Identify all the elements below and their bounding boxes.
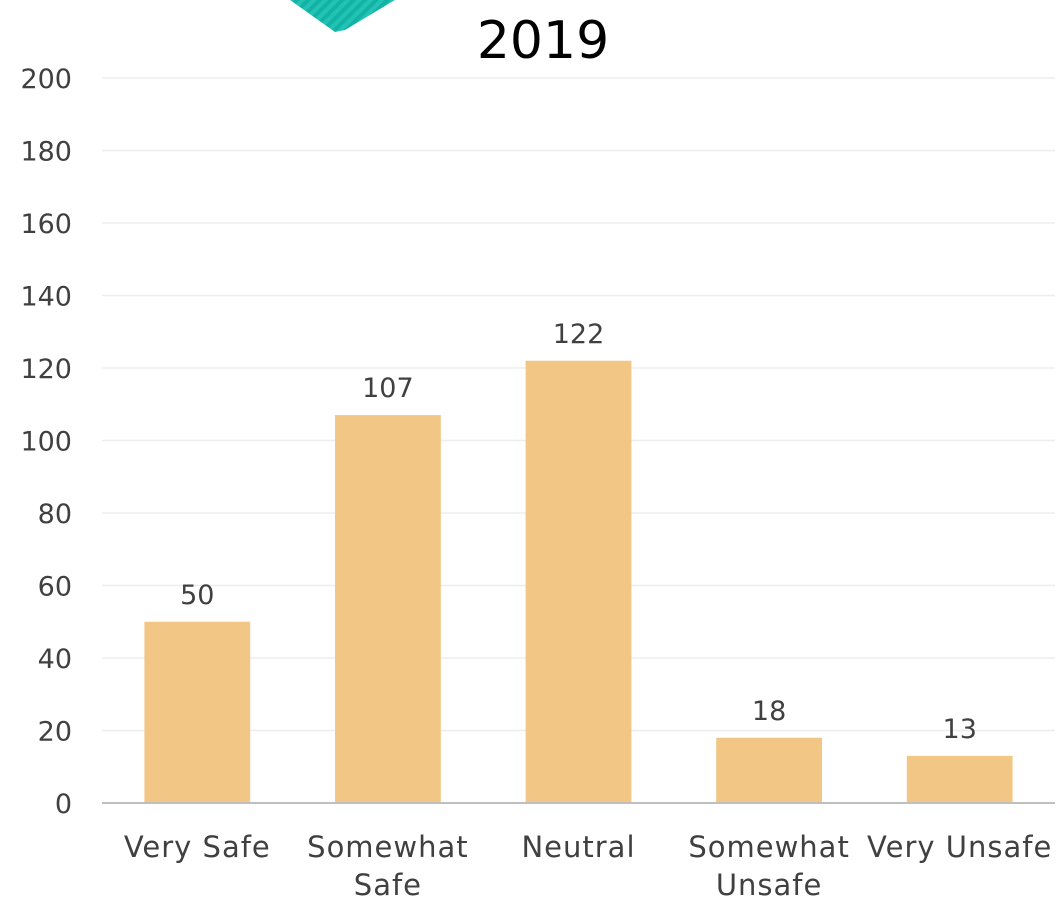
y-tick-label: 60 <box>38 572 72 603</box>
x-category-label: Neutral <box>521 830 635 864</box>
y-tick-label: 180 <box>20 137 72 168</box>
y-tick-label: 120 <box>20 354 72 385</box>
data-label: 18 <box>752 696 786 727</box>
bar <box>525 360 632 803</box>
bar <box>906 755 1013 803</box>
x-category-label: Very Safe <box>124 830 271 864</box>
bar <box>716 737 822 803</box>
x-category-label: Very Unsafe <box>867 830 1052 864</box>
decorative-chevron <box>290 0 395 32</box>
y-tick-label: 100 <box>20 427 72 458</box>
data-labels: 50 107 122 18 13 <box>180 319 977 745</box>
y-axis-ticks: 0 20 40 60 80 100 120 140 160 180 200 <box>20 64 72 820</box>
y-tick-label: 80 <box>38 499 72 530</box>
x-category-label: Somewhat Unsafe <box>688 830 849 900</box>
y-tick-label: 160 <box>20 209 72 240</box>
y-tick-label: 140 <box>20 282 72 313</box>
data-label: 122 <box>553 319 605 350</box>
y-tick-label: 0 <box>55 789 72 820</box>
x-category-label: Somewhat Safe <box>307 830 468 900</box>
chart-title: 2019 <box>477 11 609 71</box>
y-tick-label: 40 <box>38 644 72 675</box>
bars <box>144 360 1013 803</box>
y-tick-label: 200 <box>20 64 72 95</box>
bar <box>144 621 251 803</box>
data-label: 13 <box>943 714 977 745</box>
data-label: 50 <box>180 580 214 611</box>
data-label: 107 <box>362 373 414 404</box>
x-axis-categories: Very Safe Somewhat Safe Neutral Somewhat Unsa… <box>124 830 1052 900</box>
y-tick-label: 20 <box>38 717 72 748</box>
bar <box>335 415 441 803</box>
